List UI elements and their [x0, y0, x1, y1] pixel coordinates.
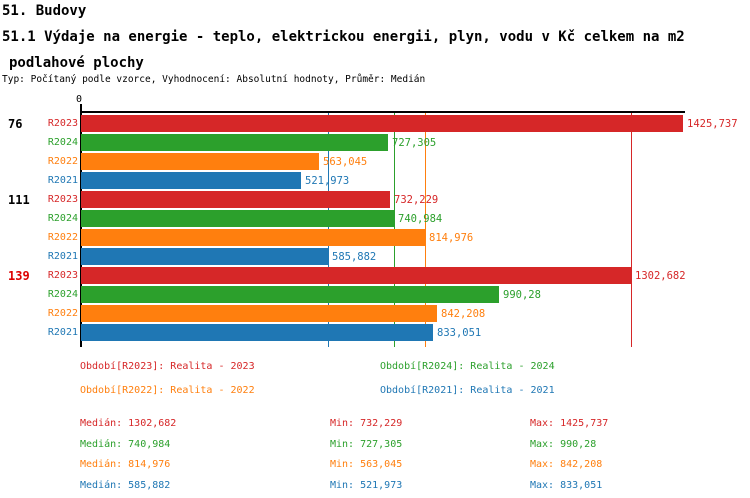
series-label-r2023: R2023	[47, 194, 78, 205]
series-label-r2021: R2021	[47, 327, 78, 338]
chart-title-line2: podlahové plochy	[9, 55, 144, 71]
stats-row-r2024: Medián: 740,984 Min: 727,305 Max: 990,28	[0, 439, 750, 453]
bar-value-111-r2022: 814,976	[429, 232, 474, 244]
legend-item-r2021: Období[R2021]: Realita - 2021	[380, 385, 555, 396]
axis-zero-label: 0	[76, 94, 83, 105]
x-axis-line	[81, 111, 685, 113]
bar-111-r2023	[81, 191, 390, 208]
bar-value-111-r2023: 732,229	[394, 194, 439, 206]
series-label-r2023: R2023	[47, 118, 78, 129]
stat-median: Medián: 585,882	[80, 480, 171, 491]
chart-subtitle: Typ: Počítaný podle vzorce, Vyhodnocení:…	[2, 74, 426, 85]
stats-row-r2022: Medián: 814,976 Min: 563,045 Max: 842,20…	[0, 459, 750, 473]
series-label-r2022: R2022	[47, 308, 78, 319]
median-line-r2022	[425, 113, 426, 347]
bar-value-139-r2024: 990,28	[503, 289, 541, 301]
stat-max: Max: 990,28	[530, 439, 597, 450]
stat-max: Max: 833,051	[530, 480, 603, 491]
bar-value-111-r2021: 585,882	[332, 251, 377, 263]
series-label-r2024: R2024	[47, 213, 78, 224]
legend-item-r2024: Období[R2024]: Realita - 2024	[380, 361, 555, 372]
series-label-r2023: R2023	[47, 270, 78, 281]
legend-item-r2022: Období[R2022]: Realita - 2022	[80, 385, 255, 396]
bar-value-111-r2024: 740,984	[398, 213, 443, 225]
stat-min: Min: 563,045	[330, 459, 403, 470]
stat-max: Max: 842,208	[530, 459, 603, 470]
bar-111-r2024	[81, 210, 394, 227]
series-label-r2022: R2022	[47, 156, 78, 167]
stat-min: Min: 732,229	[330, 418, 403, 429]
stats-row-r2021: Medián: 585,882 Min: 521,973 Max: 833,05…	[0, 480, 750, 494]
bar-value-76-r2021: 521,973	[305, 175, 350, 187]
bar-chart: 0 76 R2023 1425,737 R2024 727,305 R2022 563,04…	[8, 94, 738, 347]
group-label-111: 111	[8, 193, 30, 207]
bar-139-r2022	[81, 305, 437, 322]
bar-76-r2023	[81, 115, 683, 132]
bar-value-76-r2023: 1425,737	[687, 118, 738, 130]
chart-title-line1: 51.1 Výdaje na energie - teplo, elektric…	[2, 29, 685, 45]
bar-value-76-r2024: 727,305	[392, 137, 437, 149]
stat-min: Min: 521,973	[330, 480, 403, 491]
bar-111-r2021	[81, 248, 328, 265]
stat-min: Min: 727,305	[330, 439, 403, 450]
bar-value-76-r2022: 563,045	[323, 156, 368, 168]
group-label-76: 76	[8, 117, 23, 131]
bar-value-139-r2021: 833,051	[437, 327, 482, 339]
page-title: 51. Budovy	[2, 3, 87, 19]
bar-139-r2024	[81, 286, 499, 303]
stat-median: Medián: 740,984	[80, 439, 171, 450]
group-label-139: 139	[8, 269, 30, 283]
bar-value-139-r2023: 1302,682	[635, 270, 686, 282]
legend-item-r2023: Období[R2023]: Realita - 2023	[80, 361, 255, 372]
stat-median: Medián: 814,976	[80, 459, 171, 470]
stats-row-r2023: Medián: 1302,682 Min: 732,229 Max: 1425,…	[0, 418, 750, 432]
bar-value-139-r2022: 842,208	[441, 308, 486, 320]
bar-76-r2024	[81, 134, 388, 151]
bar-111-r2022	[81, 229, 425, 246]
bar-76-r2021	[81, 172, 301, 189]
series-label-r2021: R2021	[47, 251, 78, 262]
series-label-r2021: R2021	[47, 175, 78, 186]
stat-median: Medián: 1302,682	[80, 418, 177, 429]
bar-76-r2022	[81, 153, 319, 170]
series-label-r2022: R2022	[47, 232, 78, 243]
series-label-r2024: R2024	[47, 137, 78, 148]
series-label-r2024: R2024	[47, 289, 78, 300]
bar-139-r2023	[81, 267, 631, 284]
bar-139-r2021	[81, 324, 433, 341]
stat-max: Max: 1425,737	[530, 418, 609, 429]
median-line-r2023	[631, 113, 632, 347]
